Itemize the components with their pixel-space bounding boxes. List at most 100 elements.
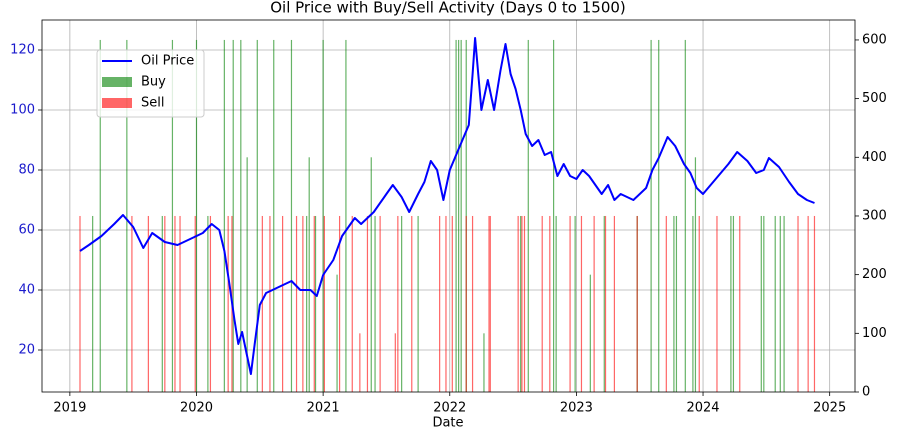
activity-bar [366, 215, 369, 392]
activity-bar [232, 39, 234, 393]
activity-bar [273, 39, 275, 393]
activity-bar [658, 39, 660, 393]
activity-bar [636, 215, 638, 392]
activity-bar [517, 215, 519, 392]
activity-bar [323, 215, 325, 392]
activity-bar [694, 157, 697, 392]
activity-bar [471, 215, 474, 392]
bars [79, 39, 816, 393]
activity-bar [445, 215, 447, 392]
activity-bar [739, 215, 741, 392]
y-tick-label: 20 [18, 343, 35, 358]
activity-bar [411, 215, 413, 392]
activity-bar [541, 215, 543, 392]
activity-bar [465, 215, 467, 392]
activity-bar [195, 39, 198, 393]
activity-bar [553, 39, 555, 393]
x-tick-label: 2022 [433, 401, 466, 416]
axes: 2019 2020 2021 2022 2023 2024 2025 20 40 60 80 100 1… [10, 19, 887, 416]
activity-bar [684, 39, 686, 393]
activity-bar [256, 39, 258, 393]
activity-bar [359, 333, 361, 392]
activity-bar [313, 215, 315, 392]
activity-bar [483, 333, 485, 392]
activity-bar [92, 215, 94, 392]
activity-bar [240, 39, 242, 393]
activity-bar [302, 215, 304, 392]
plot-frame [41, 19, 856, 393]
y2-tick-label: 400 [862, 150, 887, 165]
activity-bar [209, 215, 212, 392]
activity-bar [521, 215, 523, 392]
activity-bar [269, 215, 271, 392]
legend-swatch [102, 77, 132, 87]
activity-bar [394, 333, 396, 392]
y-tick-label: 40 [18, 283, 35, 298]
activity-bar [489, 215, 491, 392]
x-axis-label: Date [432, 416, 463, 428]
y2-tick-label: 600 [862, 32, 887, 47]
activity-bar [527, 39, 529, 393]
x-tick-label: 2021 [307, 401, 340, 416]
activity-bar [589, 274, 591, 392]
activity-bar [207, 215, 209, 392]
activity-bar [194, 215, 196, 392]
activity-bar [417, 215, 419, 392]
activity-bar [295, 215, 298, 392]
activity-bar [308, 157, 310, 392]
legend-swatch [102, 98, 132, 108]
activity-bar [161, 215, 163, 392]
activity-bar [603, 215, 605, 392]
activity-bar [174, 215, 176, 392]
activity-bar [126, 39, 128, 393]
price-line [79, 37, 815, 375]
activity-bar [282, 215, 284, 392]
activity-bar [650, 39, 652, 393]
y-tick-label: 80 [18, 163, 35, 178]
y-tick-label: 100 [10, 103, 35, 118]
activity-bar [604, 215, 607, 392]
legend-label: Buy [141, 75, 166, 90]
legend: Oil Price Buy Sell [96, 49, 205, 118]
activity-bar [523, 215, 526, 392]
activity-bar [574, 215, 576, 392]
activity-bar [665, 215, 667, 392]
activity-bar [807, 215, 809, 392]
chart-title: Oil Price with Buy/Sell Activity (Days 0… [270, 0, 626, 17]
activity-bar [779, 215, 781, 392]
activity-bar [171, 39, 174, 393]
activity-bar [397, 215, 399, 392]
activity-bar [593, 215, 595, 392]
activity-bar [131, 215, 133, 392]
activity-bar [488, 215, 490, 392]
activity-bar [79, 215, 81, 392]
x-tick-label: 2024 [686, 401, 719, 416]
activity-bar [147, 215, 149, 392]
activity-bar [763, 215, 765, 392]
x-tick-label: 2025 [813, 401, 846, 416]
activity-bar [374, 215, 376, 392]
activity-bar [569, 215, 571, 392]
activity-bar [306, 215, 308, 392]
activity-bar [555, 215, 557, 392]
activity-bar [520, 215, 522, 392]
lines [79, 37, 815, 375]
activity-bar [338, 215, 341, 392]
activity-bar [351, 215, 353, 392]
activity-bar [261, 215, 263, 392]
activity-bar [227, 215, 229, 392]
activity-bar [760, 215, 762, 392]
activity-bar [379, 215, 381, 392]
activity-bar [580, 215, 583, 392]
legend-label: Oil Price [141, 54, 194, 69]
activity-bar [797, 215, 799, 392]
activity-bar [813, 215, 816, 392]
y2-tick-label: 0 [862, 385, 870, 400]
activity-bar [336, 274, 338, 392]
activity-bar [246, 157, 248, 392]
y2-tick-label: 500 [862, 91, 887, 106]
activity-bar [290, 39, 293, 393]
activity-bar [223, 39, 225, 393]
